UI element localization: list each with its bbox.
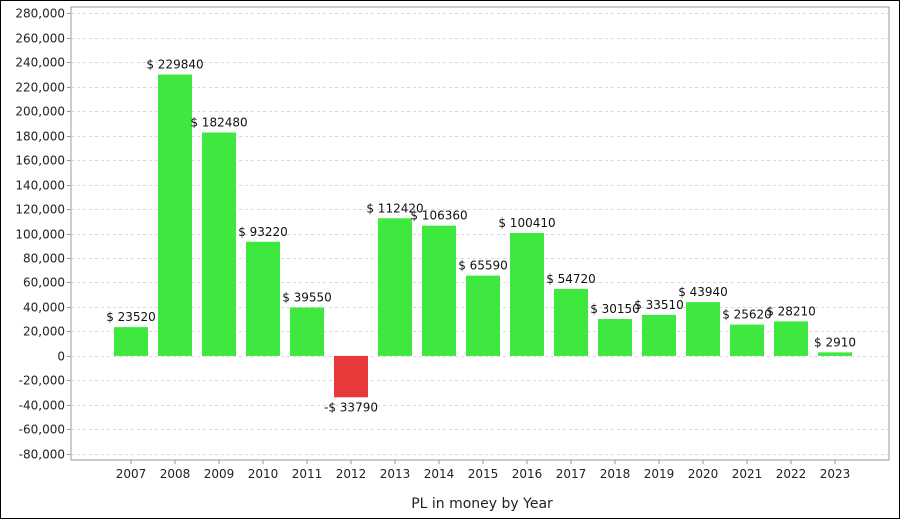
x-tick-label: 2014 [424,467,455,481]
data-label-2021: $ 25620 [722,308,772,322]
data-label-2014: $ 106360 [410,209,467,223]
bar-2019 [642,314,676,356]
y-tick-label: -20,000 [19,374,65,388]
bar-2018 [598,319,632,356]
x-tick-label: 2021 [732,467,763,481]
data-label-2017: $ 54720 [546,272,596,286]
bar-2015 [466,275,500,356]
bar-2012 [334,355,368,398]
data-label-2009: $ 182480 [190,116,247,130]
x-tick-label: 2011 [292,467,323,481]
data-labels: $ 23520 $ 229840 $ 182480 $ 93220 $ 39550 -$ … [106,58,856,415]
data-label-2023: $ 2910 [814,335,856,349]
y-tick-label: -80,000 [19,448,65,462]
y-tick-label: 0 [57,350,65,364]
y-tick-label: 160,000 [15,154,65,168]
bar-2011 [290,307,324,356]
y-tick-label: -60,000 [19,423,65,437]
bar-2010 [246,241,280,356]
y-tick-label: 40,000 [23,301,65,315]
x-tick-label: 2017 [556,467,587,481]
y-tick-label: 220,000 [15,81,65,95]
y-tick-label: 280,000 [15,7,65,21]
data-label-2013: $ 112420 [366,201,423,215]
data-label-2010: $ 93220 [238,225,288,239]
x-axis-title: PL in money by Year [411,496,553,512]
data-label-2016: $ 100410 [498,216,555,230]
bar-2014 [422,225,456,356]
x-tick-label: 2010 [248,467,279,481]
data-label-2007: $ 23520 [106,310,156,324]
x-axis: 2007 2008 2009 2010 2011 2012 2013 2014 2015 2016… [116,460,851,481]
bars [114,74,852,398]
y-tick-label: 60,000 [23,276,65,290]
gridlines [70,6,890,461]
data-label-2019: $ 33510 [634,298,684,312]
y-axis: 280,000 260,000 240,000 220,000 200,000 180,0… [15,7,71,462]
y-tick-label: 120,000 [15,203,65,217]
x-tick-label: 2016 [512,467,543,481]
bar-2022 [774,321,808,356]
y-tick-label: 240,000 [15,56,65,70]
bar-2023 [818,352,852,356]
bar-2008 [158,74,192,356]
plot-area [70,6,890,461]
bar-2017 [554,288,588,356]
bar-2009 [202,132,236,356]
y-tick-label: 180,000 [15,130,65,144]
y-tick-label: 80,000 [23,252,65,266]
bar-2013 [378,218,412,356]
y-tick-label: 20,000 [23,325,65,339]
bar-2016 [510,232,544,356]
data-label-2011: $ 39550 [282,291,332,305]
data-label-2012: -$ 33790 [324,400,378,414]
x-tick-label: 2020 [688,467,719,481]
x-tick-label: 2008 [160,467,191,481]
data-label-2008: $ 229840 [146,58,203,72]
y-tick-label: 200,000 [15,105,65,119]
data-label-2020: $ 43940 [678,285,728,299]
y-tick-label: 100,000 [15,228,65,242]
bar-2007 [114,327,148,356]
x-tick-label: 2018 [600,467,631,481]
bar-2021 [730,324,764,356]
x-tick-label: 2015 [468,467,499,481]
data-label-2022: $ 28210 [766,304,816,318]
y-tick-label: 260,000 [15,32,65,46]
x-tick-label: 2007 [116,467,147,481]
x-tick-label: 2019 [644,467,675,481]
x-tick-label: 2012 [336,467,367,481]
x-tick-label: 2023 [820,467,851,481]
data-label-2018: $ 30150 [590,302,640,316]
bar-2020 [686,302,720,356]
y-tick-label: 140,000 [15,179,65,193]
data-label-2015: $ 65590 [458,259,508,273]
x-tick-label: 2022 [776,467,807,481]
x-tick-label: 2009 [204,467,235,481]
y-tick-label: -40,000 [19,399,65,413]
x-tick-label: 2013 [380,467,411,481]
